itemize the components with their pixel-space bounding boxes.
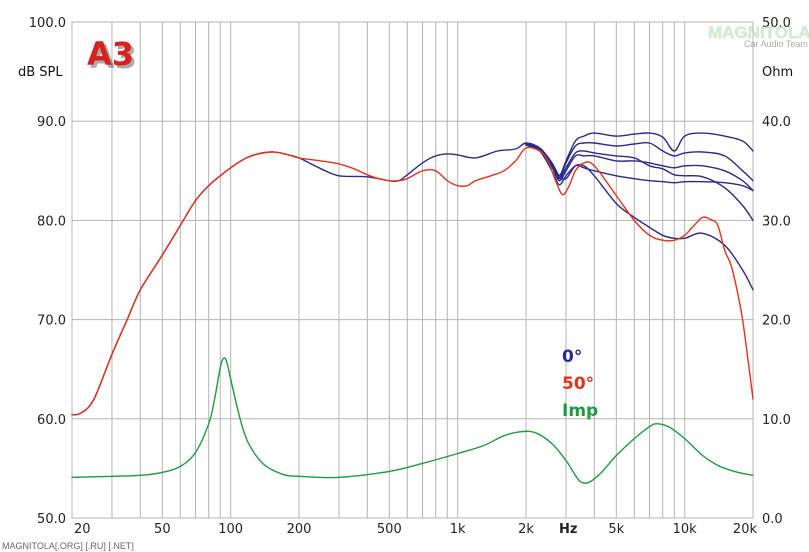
curve-spl_40 [525, 144, 754, 291]
y-right-tick-labels: 0.0 10.0 20.0 30.0 40.0 50.0 [762, 16, 791, 527]
x-tick-label: 20 [74, 522, 91, 537]
logo-text: A3 [87, 35, 134, 73]
curve-impedance [71, 357, 754, 485]
y-left-tick-label: 60.0 [37, 413, 66, 428]
x-tick-label: 20k [733, 522, 758, 537]
legend-item: 0° [562, 347, 582, 367]
x-tick-label: 2k [518, 522, 534, 537]
watermark-magnitola: MAGNITOLA Car Audio Team [708, 23, 809, 49]
curve-spl_10 [525, 143, 754, 192]
legend: 0° 50° Imp [562, 347, 598, 421]
y-right-tick-label: 30.0 [762, 214, 791, 229]
curve-spl_60 [525, 144, 754, 222]
x-tick-label: 100 [218, 522, 243, 537]
y-right-tick-label: 50.0 [762, 16, 791, 31]
legend-item: Imp [562, 401, 598, 421]
y-left-axis-title: dB SPL [18, 65, 63, 80]
a3-logo: A3 A3 [87, 35, 137, 76]
curves-layer [71, 132, 754, 485]
y-right-axis-title: Ohm [762, 65, 793, 80]
curve-spl_50 [71, 146, 754, 416]
legend-item: 50° [562, 374, 594, 394]
watermark-title: MAGNITOLA [708, 23, 809, 42]
y-right-tick-label: 20.0 [762, 314, 791, 329]
x-axis-title: Hz [559, 522, 577, 537]
watermark-footer: MAGNITOLA[.ORG] [.RU] [.NET] [2, 541, 134, 551]
y-left-tick-label: 100.0 [29, 16, 66, 31]
y-left-tick-label: 90.0 [37, 115, 66, 130]
y-right-tick-label: 0.0 [762, 512, 783, 527]
x-tick-label: 1k [450, 522, 466, 537]
x-tick-label: 50 [154, 522, 171, 537]
y-left-tick-label: 80.0 [37, 214, 66, 229]
x-tick-label: 500 [377, 522, 402, 537]
grid-lines [71, 21, 754, 519]
curve-spl_20 [525, 132, 754, 177]
x-tick-label: 5k [608, 522, 624, 537]
y-right-tick-label: 10.0 [762, 413, 791, 428]
x-tick-labels: 20 50 100 200 500 1k 2k 5k 10k 20k [74, 522, 757, 537]
y-left-tick-labels: 50.0 60.0 70.0 80.0 90.0 100.0 [29, 16, 66, 527]
y-left-tick-label: 50.0 [37, 512, 66, 527]
watermark-subtitle: Car Audio Team [744, 39, 808, 49]
logo-shadow: A3 [90, 38, 137, 76]
x-tick-label: 10k [673, 522, 698, 537]
y-right-tick-label: 40.0 [762, 115, 791, 130]
x-tick-label: 200 [287, 522, 312, 537]
y-left-tick-label: 70.0 [37, 314, 66, 329]
